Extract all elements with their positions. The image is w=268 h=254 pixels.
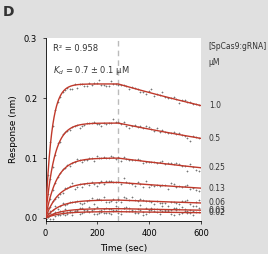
Y-axis label: Response (nm): Response (nm)	[9, 96, 18, 163]
Text: [SpCas9:gRNA]: [SpCas9:gRNA]	[209, 42, 267, 51]
Text: 0.25: 0.25	[209, 163, 226, 172]
Text: 0.13: 0.13	[209, 184, 226, 193]
Text: 0.03: 0.03	[209, 206, 226, 215]
Text: μM: μM	[209, 58, 220, 67]
Text: 0.02: 0.02	[209, 208, 226, 217]
Text: R² = 0.958: R² = 0.958	[53, 44, 98, 53]
Text: 0.06: 0.06	[209, 198, 226, 208]
Text: 0.5: 0.5	[209, 134, 221, 143]
X-axis label: Time (sec): Time (sec)	[100, 244, 147, 253]
Text: D: D	[3, 5, 14, 19]
Text: $K_d$ = 0.7 ± 0.1 μM: $K_d$ = 0.7 ± 0.1 μM	[53, 64, 130, 77]
Text: 1.0: 1.0	[209, 101, 221, 110]
